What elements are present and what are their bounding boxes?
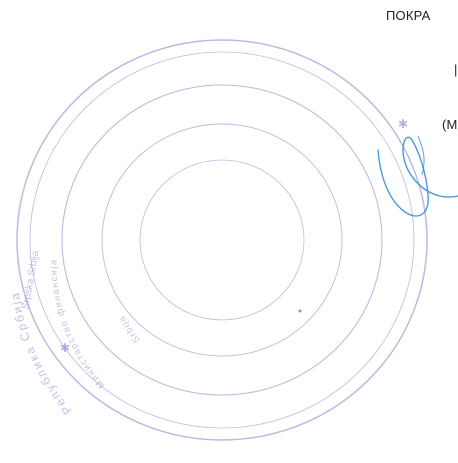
seal-outer-text: Република Србија [8,290,73,417]
document-text-fragment-2: (М [442,117,458,132]
svg-text:✱: ✱ [60,341,70,355]
svg-text:Министарство финансија: Министарство финансија [48,259,106,391]
svg-text:Република Србија: Република Србија [8,290,75,417]
svg-text:Srbija: Srbija [116,314,141,345]
document-text-fragment-1: | [454,62,458,77]
handwritten-signature [377,135,458,217]
svg-text:✱: ✱ [398,117,408,131]
document-heading-fragment: ПОКРА [386,8,431,23]
seal-side-text: Srpska Srbija [20,249,41,310]
seal-middle-text: Министарство финансија [48,259,105,391]
seal-inner-text: Srbija [116,314,140,345]
